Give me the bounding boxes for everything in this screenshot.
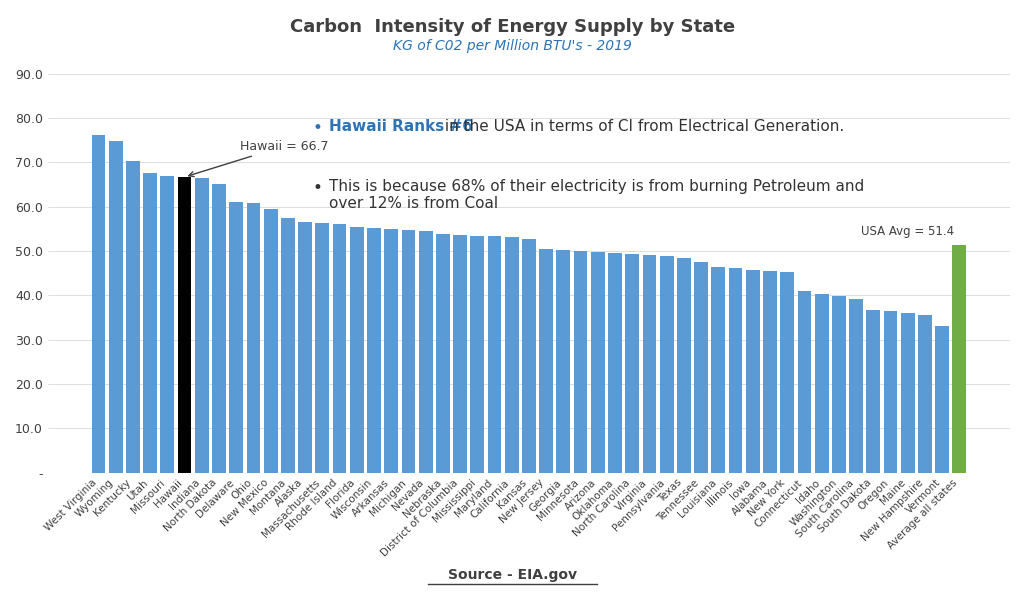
Bar: [505, 237, 519, 473]
Bar: [935, 327, 949, 473]
Bar: [350, 227, 364, 473]
Bar: [694, 262, 708, 473]
Bar: [230, 202, 243, 473]
Bar: [866, 309, 880, 473]
Text: Source - EIA.gov: Source - EIA.gov: [448, 568, 577, 582]
Bar: [608, 253, 622, 473]
Bar: [522, 239, 536, 473]
Bar: [729, 268, 742, 473]
Bar: [884, 311, 898, 473]
Bar: [832, 296, 846, 473]
Bar: [177, 177, 192, 473]
Bar: [298, 222, 312, 473]
Bar: [901, 313, 914, 473]
Bar: [263, 209, 278, 473]
Bar: [797, 291, 812, 473]
Text: •: •: [313, 119, 323, 137]
Text: KG of C02 per Million BTU's - 2019: KG of C02 per Million BTU's - 2019: [393, 39, 632, 53]
Bar: [557, 250, 570, 473]
Bar: [952, 245, 967, 473]
Text: •: •: [313, 179, 323, 197]
Bar: [574, 251, 587, 473]
Text: Carbon  Intensity of Energy Supply by State: Carbon Intensity of Energy Supply by Sta…: [290, 18, 735, 36]
Bar: [676, 258, 691, 473]
Bar: [918, 315, 932, 473]
Bar: [453, 235, 467, 473]
Bar: [126, 162, 139, 473]
Bar: [815, 294, 828, 473]
Bar: [849, 299, 863, 473]
Bar: [643, 256, 656, 473]
Text: in the USA in terms of CI from Electrical Generation.: in the USA in terms of CI from Electrica…: [440, 119, 844, 134]
Bar: [763, 271, 777, 473]
Bar: [436, 234, 450, 473]
Bar: [109, 141, 123, 473]
Bar: [161, 176, 174, 473]
Bar: [333, 224, 346, 473]
Bar: [402, 230, 415, 473]
Bar: [144, 174, 157, 473]
Bar: [247, 203, 260, 473]
Text: Hawaii = 66.7: Hawaii = 66.7: [189, 140, 328, 177]
Bar: [367, 228, 381, 473]
Bar: [91, 135, 106, 473]
Text: USA Avg = 51.4: USA Avg = 51.4: [861, 225, 954, 238]
Bar: [419, 231, 433, 473]
Bar: [212, 184, 226, 473]
Bar: [195, 178, 209, 473]
Bar: [384, 229, 398, 473]
Text: Hawaii Ranks #6: Hawaii Ranks #6: [329, 119, 473, 134]
Bar: [780, 272, 794, 473]
Bar: [488, 236, 501, 473]
Bar: [625, 254, 640, 473]
Bar: [470, 235, 484, 473]
Bar: [591, 252, 605, 473]
Bar: [316, 223, 329, 473]
Bar: [660, 256, 673, 473]
Bar: [746, 270, 760, 473]
Bar: [281, 218, 295, 473]
Text: This is because 68% of their electricity is from burning Petroleum and
over 12% : This is because 68% of their electricity…: [329, 179, 864, 211]
Bar: [711, 266, 726, 473]
Bar: [539, 249, 554, 473]
